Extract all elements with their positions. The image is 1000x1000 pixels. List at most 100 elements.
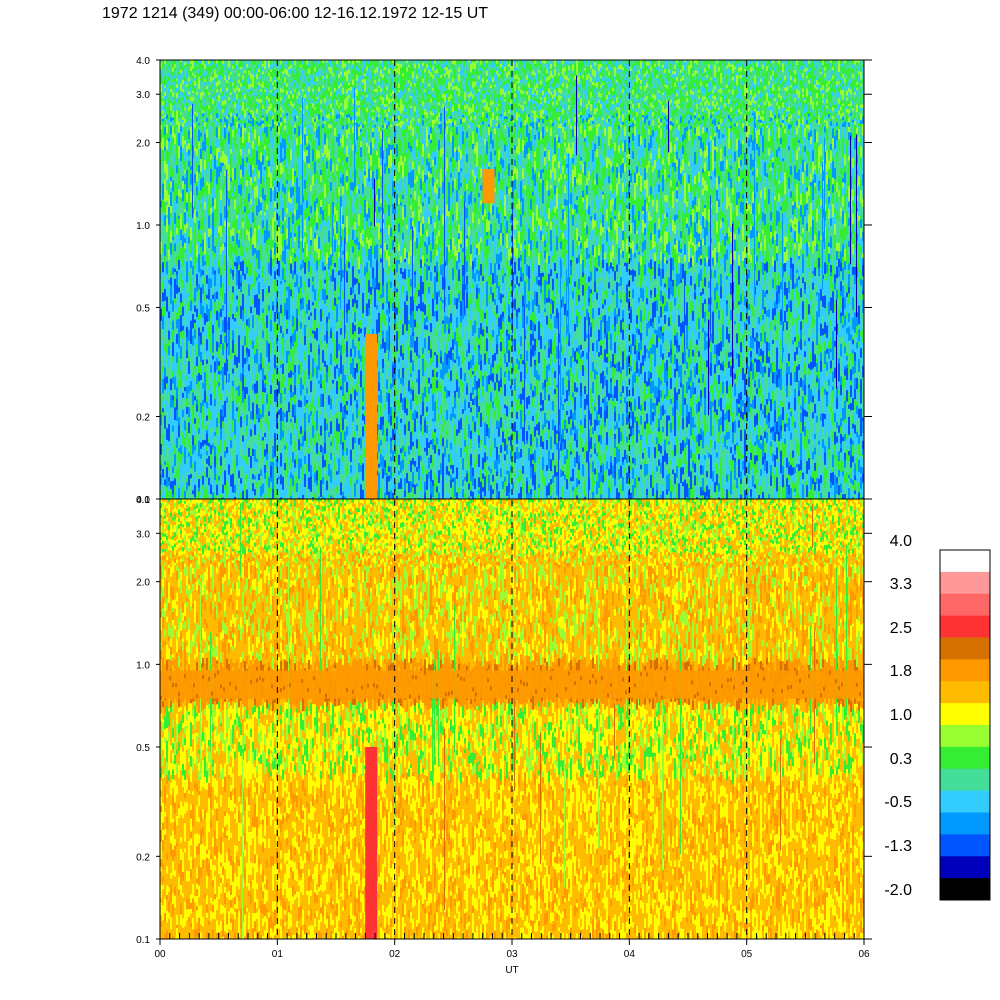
spectrogram-cell	[244, 269, 246, 275]
spectrogram-cell	[280, 333, 282, 345]
spectrogram-cell	[272, 432, 274, 439]
spectrogram-cell	[278, 342, 280, 352]
spectrogram-cell	[222, 135, 224, 141]
spectrogram-cell	[206, 185, 208, 198]
spectrogram-cell	[232, 301, 234, 308]
spectrogram-cell	[242, 490, 244, 499]
spectrogram-cell	[294, 467, 296, 473]
spectrogram-cell	[298, 407, 300, 417]
spectrogram-cell	[194, 277, 196, 289]
spectrogram-cell	[174, 309, 176, 317]
spectrogram-cell	[208, 63, 210, 68]
spectrogram-cell	[230, 72, 232, 76]
spectrogram-cell	[304, 385, 306, 397]
spectrogram-cell	[276, 313, 278, 326]
spectrogram-cell	[222, 60, 224, 65]
spectrogram-cell	[298, 292, 300, 301]
spectrogram-cell	[236, 262, 238, 270]
spectrogram-cell	[172, 278, 174, 291]
spectrogram-cell	[196, 298, 198, 305]
spectrogram-cell	[198, 262, 200, 273]
spectrogram-cell	[214, 190, 216, 199]
spectrogram-cell	[218, 71, 220, 76]
spectrogram-cell	[302, 95, 304, 100]
spectrogram-cell	[258, 178, 260, 186]
spectrogram-cell	[280, 74, 282, 80]
spectrogram-cell	[216, 159, 218, 168]
spectrogram-cell	[164, 337, 166, 345]
spectrogram-cell	[182, 80, 184, 85]
spectrogram-cell	[298, 314, 300, 322]
spectrogram-cell	[192, 352, 194, 361]
spectrogram-cell	[304, 112, 306, 118]
spectrogram-cell	[272, 115, 274, 120]
spectrogram-cell	[292, 396, 294, 401]
spectrogram-cell	[302, 327, 304, 337]
spectrogram-cell	[290, 392, 292, 399]
spectrogram-cell	[274, 76, 276, 81]
spectrogram-cell	[304, 236, 306, 243]
spectrogram-cell	[310, 245, 312, 255]
spectrogram-cell	[296, 440, 298, 451]
spectrogram-cell	[266, 136, 268, 146]
spectrogram-cell	[304, 60, 306, 64]
spectrogram-cell	[170, 349, 172, 354]
spectrogram-cell	[244, 440, 246, 448]
spectrogram-cell	[216, 250, 218, 259]
spectrogram-cell	[232, 270, 234, 277]
spectrogram-cell	[246, 463, 248, 476]
spectrogram-cell	[290, 226, 292, 234]
spectrogram-cell	[268, 376, 270, 384]
spectrogram-cell	[216, 137, 218, 149]
spectrogram-cell	[196, 121, 198, 125]
spectrogram-cell	[226, 100, 228, 104]
spectrogram-cell	[296, 133, 298, 139]
spectrogram-cell	[174, 74, 176, 80]
spectrogram-cell	[252, 193, 254, 207]
spectrogram-cell	[182, 380, 184, 394]
spectrogram-cell	[202, 141, 204, 151]
spectrogram-cell	[162, 486, 164, 495]
spectrogram-cell	[268, 101, 270, 105]
spectrogram-cell	[208, 278, 210, 290]
spectrogram-cell	[198, 424, 200, 429]
spectrogram-cell	[208, 430, 210, 439]
spectrogram-cell	[296, 122, 298, 128]
spectrogram-cell	[300, 355, 302, 363]
spectrogram-cell	[292, 90, 294, 95]
spectrogram-cell	[206, 86, 208, 90]
spectrogram-cell	[210, 484, 212, 495]
spectrogram-cell	[176, 209, 178, 217]
spectrogram-cell	[264, 145, 266, 150]
spectrogram-cell	[180, 99, 182, 103]
spectrogram-cell	[178, 71, 180, 76]
spectrogram-cell	[268, 238, 270, 246]
spectrogram-cell	[270, 92, 272, 95]
spectrogram-cell	[204, 461, 206, 473]
spectrogram-cell	[178, 448, 180, 453]
spectrogram-cell	[304, 162, 306, 174]
spectrogram-cell	[248, 331, 250, 339]
spectrogram-cell	[288, 354, 290, 367]
spectrogram-cell	[214, 302, 216, 315]
spectrogram-cell	[300, 468, 302, 480]
spectrogram-cell	[194, 391, 196, 397]
spectrogram-cell	[278, 479, 280, 493]
spectrogram-cell	[182, 432, 184, 445]
spectrogram-cell	[302, 284, 304, 295]
spectrogram-cell	[200, 92, 202, 98]
spectrogram-cell	[262, 81, 264, 87]
spectrogram-cell	[236, 75, 238, 80]
spectrogram-cell	[176, 371, 178, 379]
spectrogram-cell	[186, 380, 188, 388]
spectrogram-cell	[160, 460, 162, 466]
spectrogram-cell	[236, 318, 238, 329]
spectrogram-cell	[258, 303, 260, 316]
spectrogram-cell	[250, 138, 252, 149]
spectrogram-cell	[266, 327, 268, 342]
spectrogram-cell	[220, 390, 222, 395]
spectrogram-cell	[284, 103, 286, 107]
spectrogram-cell	[194, 485, 196, 498]
spectrogram-cell	[244, 307, 246, 316]
